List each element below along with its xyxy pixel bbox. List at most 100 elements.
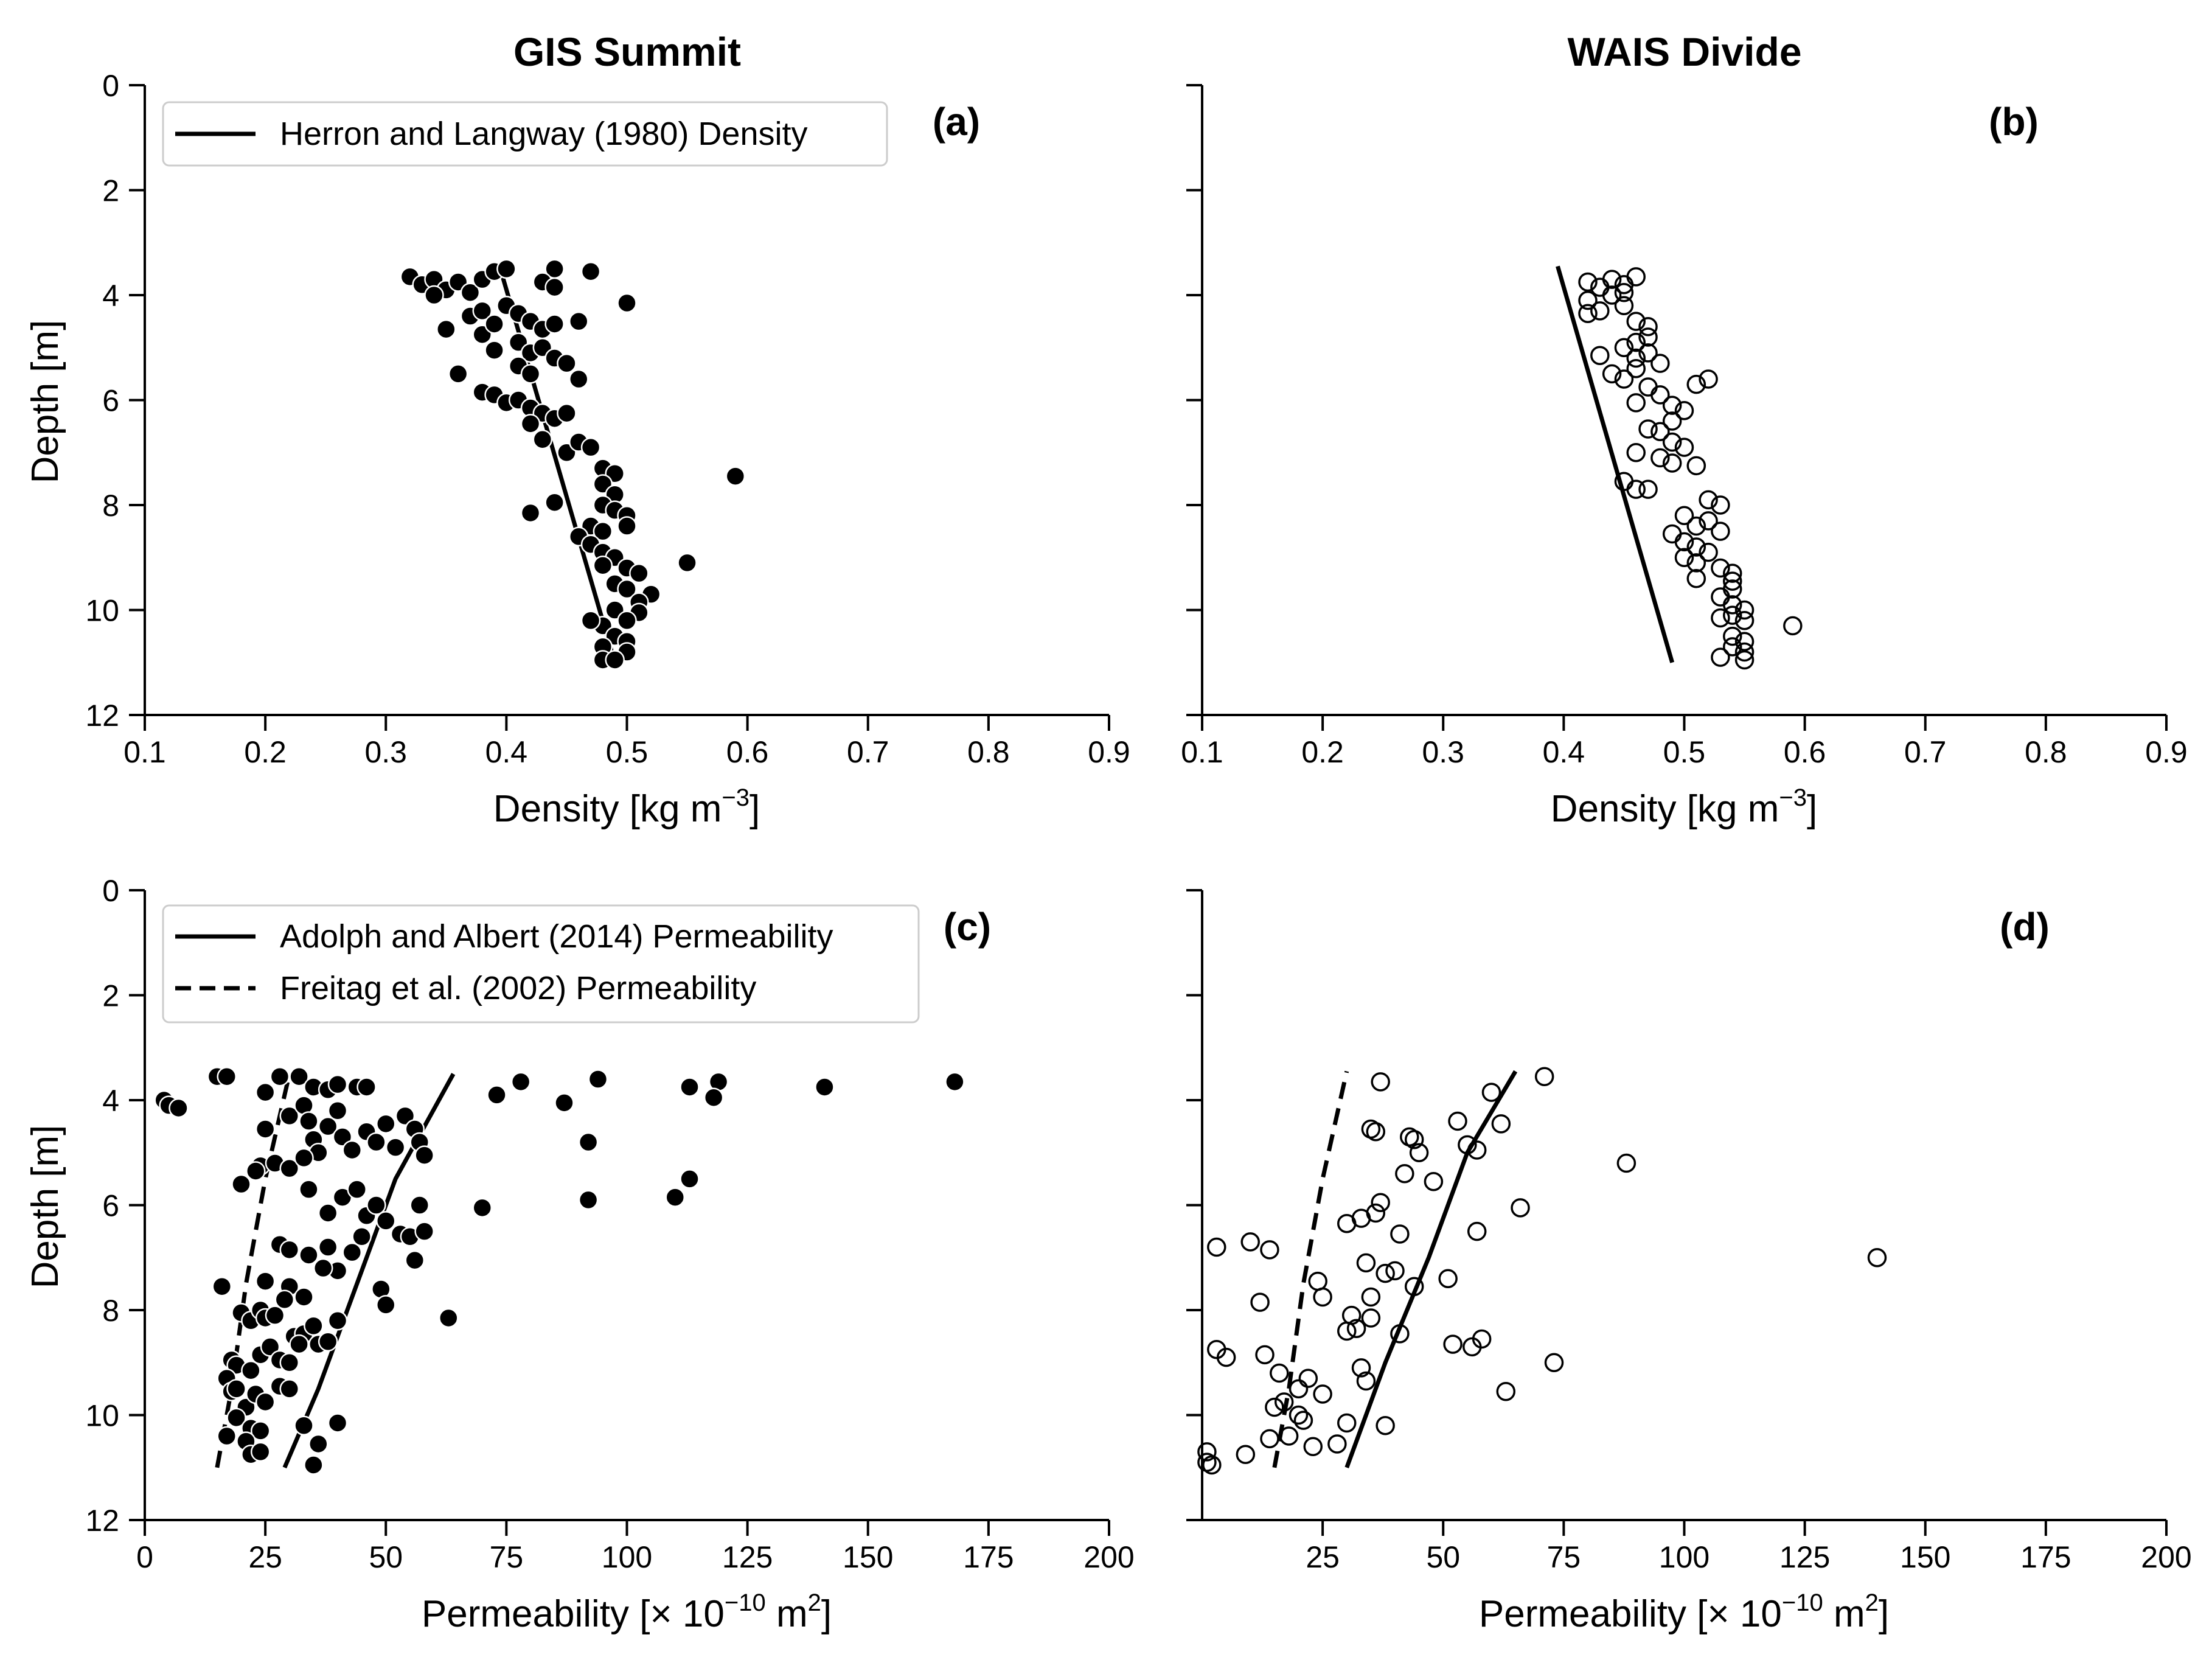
data-point-d <box>1366 1122 1386 1142</box>
data-point-c <box>366 1132 386 1153</box>
data-point-b <box>1626 359 1646 378</box>
data-point-c <box>241 1360 261 1381</box>
solid-model-line-b <box>1556 265 1675 663</box>
data-point-a <box>484 314 504 334</box>
legend-c-label-dashed: Freitag et al. (2002) Permeability <box>280 970 756 1006</box>
y-tick-label-c: 4 <box>102 1084 119 1118</box>
y-tick-label-a: 4 <box>102 279 119 313</box>
x-tick-label-d: 175 <box>2020 1540 2071 1574</box>
data-point-a <box>580 437 601 458</box>
data-point-d <box>1467 1221 1487 1241</box>
legend-a-frame <box>162 101 888 167</box>
data-point-b <box>1734 642 1755 662</box>
data-point-d <box>1313 1384 1332 1404</box>
data-point-a <box>617 610 637 630</box>
data-point-b <box>1662 396 1682 415</box>
data-point-c <box>409 1195 430 1215</box>
legend-c: Adolph and Albert (2014) Permeability Fr… <box>162 904 920 1024</box>
data-point-a <box>605 650 625 670</box>
data-point-c <box>255 1119 276 1139</box>
x-tick-label-d: 25 <box>1306 1540 1340 1574</box>
data-point-b <box>1723 637 1742 657</box>
data-point-d <box>1361 1308 1381 1328</box>
data-point-c <box>318 1331 338 1351</box>
data-point-a <box>569 369 589 389</box>
data-point-c <box>308 1434 329 1454</box>
data-point-d <box>1346 1319 1366 1338</box>
data-point-b <box>1638 343 1658 363</box>
data-point-c <box>255 1082 276 1103</box>
data-point-a <box>436 319 456 340</box>
solid-model-line-d <box>1344 1070 1518 1468</box>
legend-c-frame <box>162 904 920 1024</box>
data-point-c <box>270 1066 290 1087</box>
data-point-c <box>289 1334 309 1355</box>
data-point-b <box>1638 377 1658 397</box>
data-point-a <box>496 259 516 279</box>
data-point-c <box>578 1132 599 1153</box>
data-point-b <box>1686 456 1706 476</box>
data-point-c <box>665 1187 685 1207</box>
data-point-d <box>1274 1392 1294 1412</box>
x-tick-label-a: 0.9 <box>1088 735 1130 769</box>
data-point-a <box>520 414 541 434</box>
data-point-b <box>1626 312 1646 331</box>
xlabel-b: Density [kg m−3] <box>1551 784 1817 830</box>
x-tick-label-b: 0.3 <box>1422 735 1464 769</box>
data-point-d <box>1376 1416 1395 1435</box>
data-point-c <box>327 1074 348 1095</box>
data-point-d <box>1289 1405 1309 1425</box>
x-tick-label-c: 0 <box>136 1540 153 1574</box>
data-point-a <box>557 353 577 374</box>
data-point-b <box>1578 272 1598 292</box>
data-point-a <box>629 563 649 584</box>
x-tick-label-b: 0.4 <box>1543 735 1585 769</box>
data-point-b <box>1674 438 1694 457</box>
data-point-d <box>1424 1171 1444 1191</box>
data-point-d <box>1298 1369 1318 1388</box>
data-point-d <box>1197 1452 1217 1472</box>
data-point-b <box>1602 285 1622 305</box>
ylabel-a: Depth [m] <box>24 320 66 484</box>
x-tick-label-c: 75 <box>490 1540 524 1574</box>
data-point-b <box>1578 304 1598 323</box>
data-point-d <box>1197 1442 1217 1462</box>
x-tick-label-d: 50 <box>1426 1540 1460 1574</box>
data-point-c <box>279 1106 299 1126</box>
data-point-a <box>448 364 468 384</box>
data-point-d <box>1250 1292 1270 1312</box>
data-point-b <box>1662 453 1682 473</box>
data-point-d <box>1337 1413 1357 1433</box>
data-point-b <box>1626 480 1646 499</box>
data-point-b <box>1699 542 1718 562</box>
x-tick-label-c: 200 <box>1083 1540 1134 1574</box>
data-point-c <box>376 1295 396 1315</box>
data-point-b <box>1674 401 1694 420</box>
data-point-c <box>327 1101 348 1121</box>
panel-d: 25 50 75 100 125 150 175 200 <box>1186 889 2192 1574</box>
data-point-c <box>226 1379 246 1399</box>
data-point-d <box>1438 1269 1458 1288</box>
data-point-c <box>510 1072 531 1092</box>
data-point-b <box>1686 374 1706 394</box>
data-point-c <box>356 1077 377 1097</box>
data-point-d <box>1240 1232 1260 1252</box>
data-point-c <box>352 1227 372 1247</box>
data-point-d <box>1337 1213 1357 1233</box>
x-tick-label-a: 0.8 <box>967 735 1010 769</box>
x-tick-label-b: 0.1 <box>1181 735 1223 769</box>
x-tick-label-c: 25 <box>248 1540 282 1574</box>
data-point-a <box>520 503 541 523</box>
y-tick-label-c: 8 <box>102 1294 119 1328</box>
x-tick-label-d: 125 <box>1779 1540 1830 1574</box>
data-point-c <box>439 1308 459 1328</box>
x-tick-label-a: 0.5 <box>606 735 649 769</box>
x-tick-label-b: 0.8 <box>2025 735 2067 769</box>
data-point-d <box>1390 1324 1410 1344</box>
data-point-c <box>304 1455 324 1475</box>
data-point-b <box>1783 616 1803 636</box>
data-point-c <box>231 1174 251 1194</box>
data-point-a <box>580 610 601 630</box>
data-point-d <box>1260 1240 1279 1260</box>
